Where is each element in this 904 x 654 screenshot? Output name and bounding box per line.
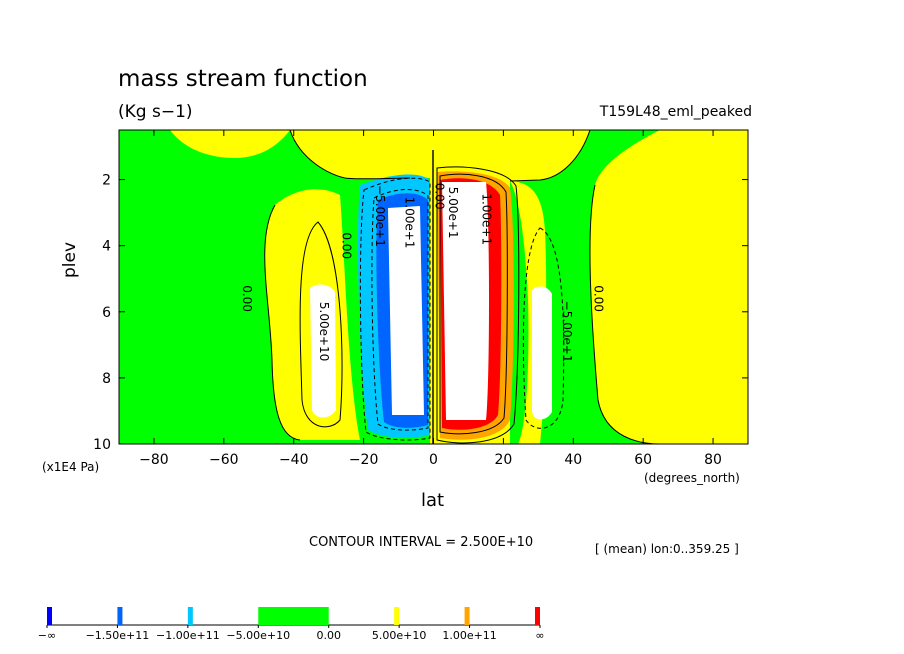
contour-ferrel-south	[299, 221, 343, 428]
hadley-south-core	[388, 206, 424, 415]
x-tick-label: 60	[634, 452, 652, 468]
contour-hadley-south-1	[359, 177, 431, 441]
x-tick-label: −20	[349, 452, 379, 468]
y-tick-label: 10	[93, 437, 111, 453]
contour-label: 0.00	[591, 285, 605, 312]
x-ticks: −80 −60 −40 −20 0 20 40 60 80	[139, 130, 722, 468]
y-ticks: 2 4 6 8 10	[93, 173, 748, 453]
colorbar-label: 0.00	[316, 629, 341, 642]
contour-zero-south	[289, 130, 411, 180]
contour-zero-north	[509, 130, 591, 182]
x-tick-label: −60	[209, 452, 239, 468]
y-axis-unit: (x1E4 Pa)	[42, 460, 100, 474]
equatorial-positive-fill	[410, 140, 445, 160]
x-axis-label: lat	[421, 490, 445, 511]
colorbar: −∞ −1.50e+11 −1.00e+11 −5.00e+10 0.00 5.00e+1…	[38, 607, 545, 642]
contour-hadley-north-1	[436, 166, 520, 444]
x-tick-label: 0	[429, 452, 438, 468]
colorbar-label: ∞	[535, 629, 544, 642]
contour-hadley-north-2	[439, 173, 508, 435]
colorbar-swatch	[535, 607, 540, 625]
y-tick-label: 6	[102, 305, 111, 321]
contour-label: 0.00	[240, 285, 254, 312]
x-axis-unit: (degrees_north)	[644, 471, 740, 485]
contour-ferrel-north	[522, 227, 565, 429]
x-tick-label: 80	[704, 452, 722, 468]
contour-label: −5.00e+1	[373, 185, 387, 247]
contour-label: 1.00e+1	[403, 197, 417, 249]
colorbar-label: −1.50e+11	[86, 629, 150, 642]
x-tick-label: 20	[494, 452, 512, 468]
contour-hadley-south-2	[371, 189, 429, 431]
ferrel-north-core	[532, 286, 552, 420]
contour-label: 0.00	[340, 232, 354, 259]
contour-label: 0.00	[432, 183, 446, 210]
experiment-label: T159L48_eml_peaked	[599, 104, 752, 120]
x-tick-label: 40	[564, 452, 582, 468]
y-tick-label: 2	[102, 173, 111, 189]
colorbar-swatch	[117, 607, 123, 625]
southern-polar-notch	[170, 130, 290, 158]
contour-label: −5.00e+1	[560, 301, 574, 363]
colorbar-label: −5.00e+10	[226, 629, 290, 642]
colorbar-label: 1.00e+11	[442, 629, 496, 642]
x-tick-label: −40	[279, 452, 309, 468]
contour-lines	[264, 130, 661, 444]
colorbar-label: −∞	[38, 629, 56, 642]
x-tick-label: −80	[139, 452, 169, 468]
colorbar-swatch	[258, 607, 329, 625]
contour-interval: CONTOUR INTERVAL = 2.500E+10	[309, 535, 534, 550]
contour-zero-north-2	[589, 184, 661, 444]
y-tick-label: 4	[102, 239, 111, 255]
ferrel-south-core	[310, 284, 336, 418]
contour-label: 1.00e+1	[479, 193, 493, 245]
contour-label-layer: 0.00 5.00e+10 0.00 −5.00e+1 1.00e+1 0.00 −5.00…	[240, 183, 605, 363]
colorbar-label: −1.00e+11	[156, 629, 220, 642]
hadley-north-core	[442, 182, 489, 420]
colorbar-swatch	[394, 607, 400, 625]
colorbar-swatch	[464, 607, 470, 625]
chart-title: mass stream function	[118, 66, 368, 92]
northern-polar-positive-fill	[589, 130, 748, 444]
contour-zero-south-2	[264, 204, 301, 441]
colorbar-swatch	[187, 607, 193, 625]
mean-note: [ (mean) lon:0..359.25 ]	[595, 542, 739, 556]
chart-units: (Kg s−1)	[118, 102, 193, 122]
colorbar-label: 5.00e+10	[372, 629, 426, 642]
contour-label: 5.00e+10	[317, 302, 331, 361]
y-tick-label: 8	[102, 371, 111, 387]
colorbar-swatch	[47, 607, 52, 625]
contour-label: 5.00e+1	[446, 187, 460, 239]
